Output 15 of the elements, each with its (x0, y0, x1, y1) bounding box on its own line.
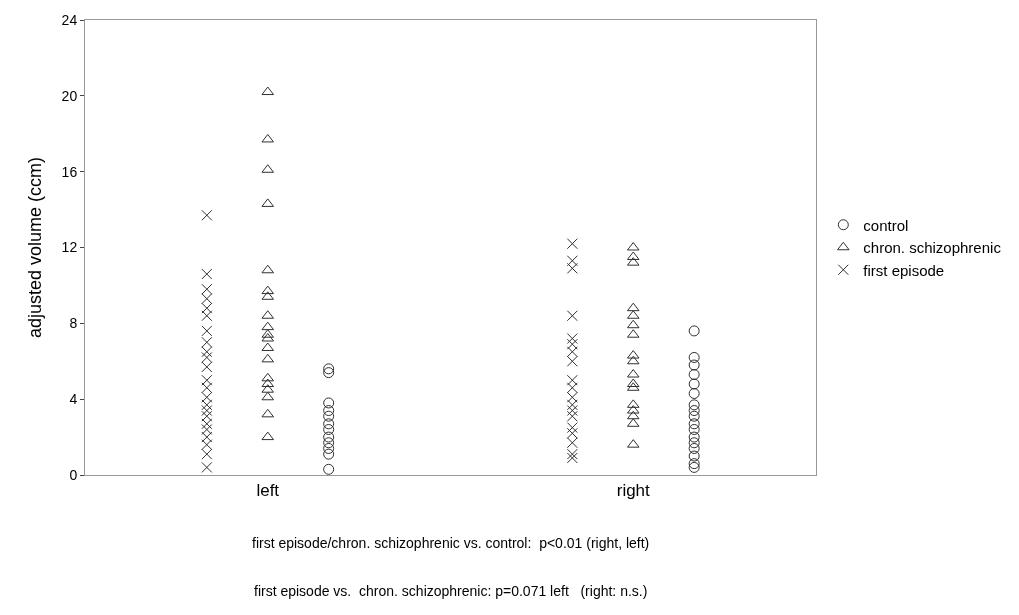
legend-label: first episode (863, 261, 945, 279)
text: first episode/chron. schizophrenic vs. control: p<0.01 (right, left) (252, 535, 650, 551)
y-axis-title: adjusted volume (ccm) (24, 156, 45, 339)
legend-label: chron. schizophrenic (863, 239, 1002, 257)
y-tick-label: 4 (69, 391, 78, 408)
legend-label: control (863, 216, 909, 234)
y-tick-label: 0 (69, 466, 78, 483)
y-tick-label: 12 (61, 239, 78, 256)
y-tick-label: 16 (61, 163, 78, 180)
x-tick-label: left (256, 481, 280, 501)
x-tick-label: right (616, 481, 651, 501)
y-tick-label: 8 (69, 315, 78, 332)
y-tick-label: 20 (61, 87, 78, 104)
text: first episode vs. chron. schizophrenic: p=0.071 left (right: n.s.) (254, 583, 648, 599)
y-tick-label: 24 (61, 11, 78, 28)
